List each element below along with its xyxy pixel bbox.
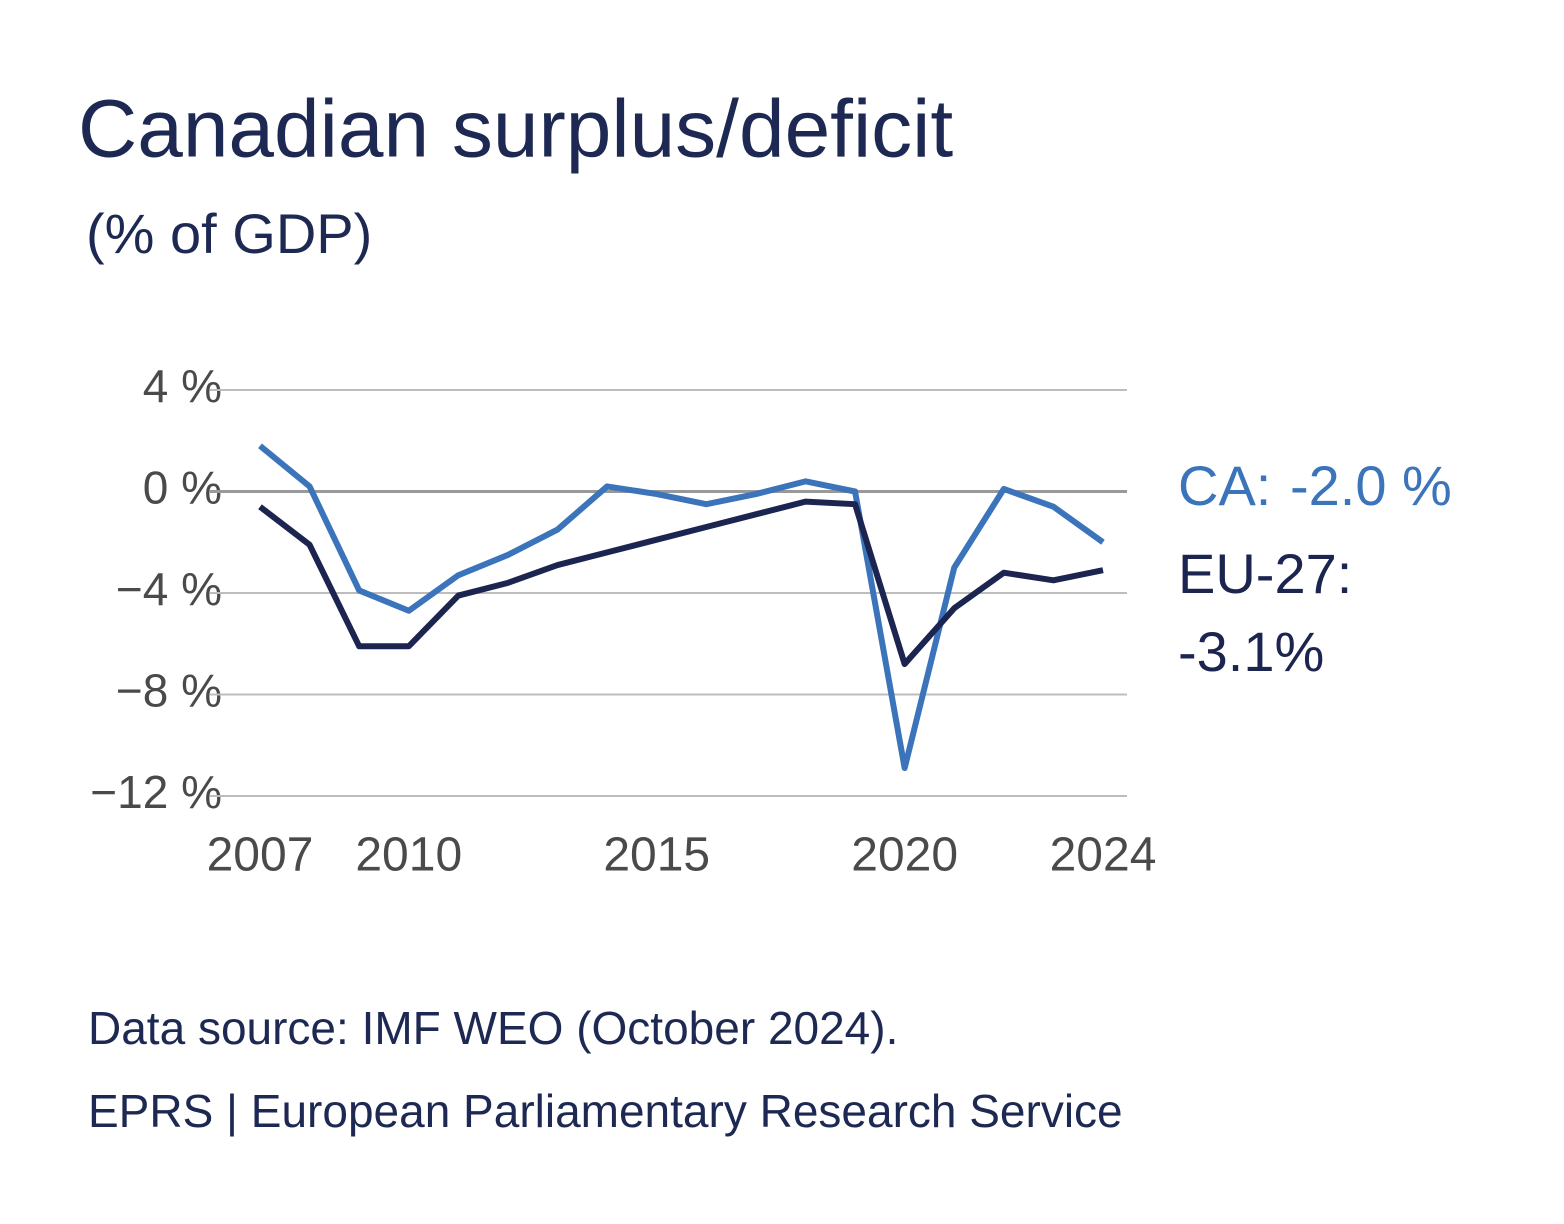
y-tick-label: −12 % [90,766,222,818]
x-tick-label: 2007 [207,829,314,882]
x-tick-label: 2010 [355,829,462,882]
x-tick-label: 2015 [603,829,710,882]
value-label: -3.1% [1178,620,1324,683]
series-line [258,498,1104,668]
series-line [258,443,1105,772]
legend-label: EU-27: [1178,542,1352,605]
y-tick-label: −8 % [116,665,222,717]
y-tick-label: 0 % [143,462,222,514]
credit-note: EPRS | European Parliamentary Research S… [88,1085,1123,1137]
chart-subtitle: (% of GDP) [86,202,372,265]
y-tick-label: −4 % [116,563,222,615]
chart-title: Canadian surplus/deficit [78,84,953,175]
y-tick-label: 4 % [143,360,222,412]
legend-label: CA: [1178,454,1271,517]
x-tick-label: 2024 [1050,829,1157,882]
source-note: Data source: IMF WEO (October 2024). [88,1002,898,1054]
x-tick-label: 2020 [851,829,958,882]
value-label: -2.0 % [1290,454,1452,517]
